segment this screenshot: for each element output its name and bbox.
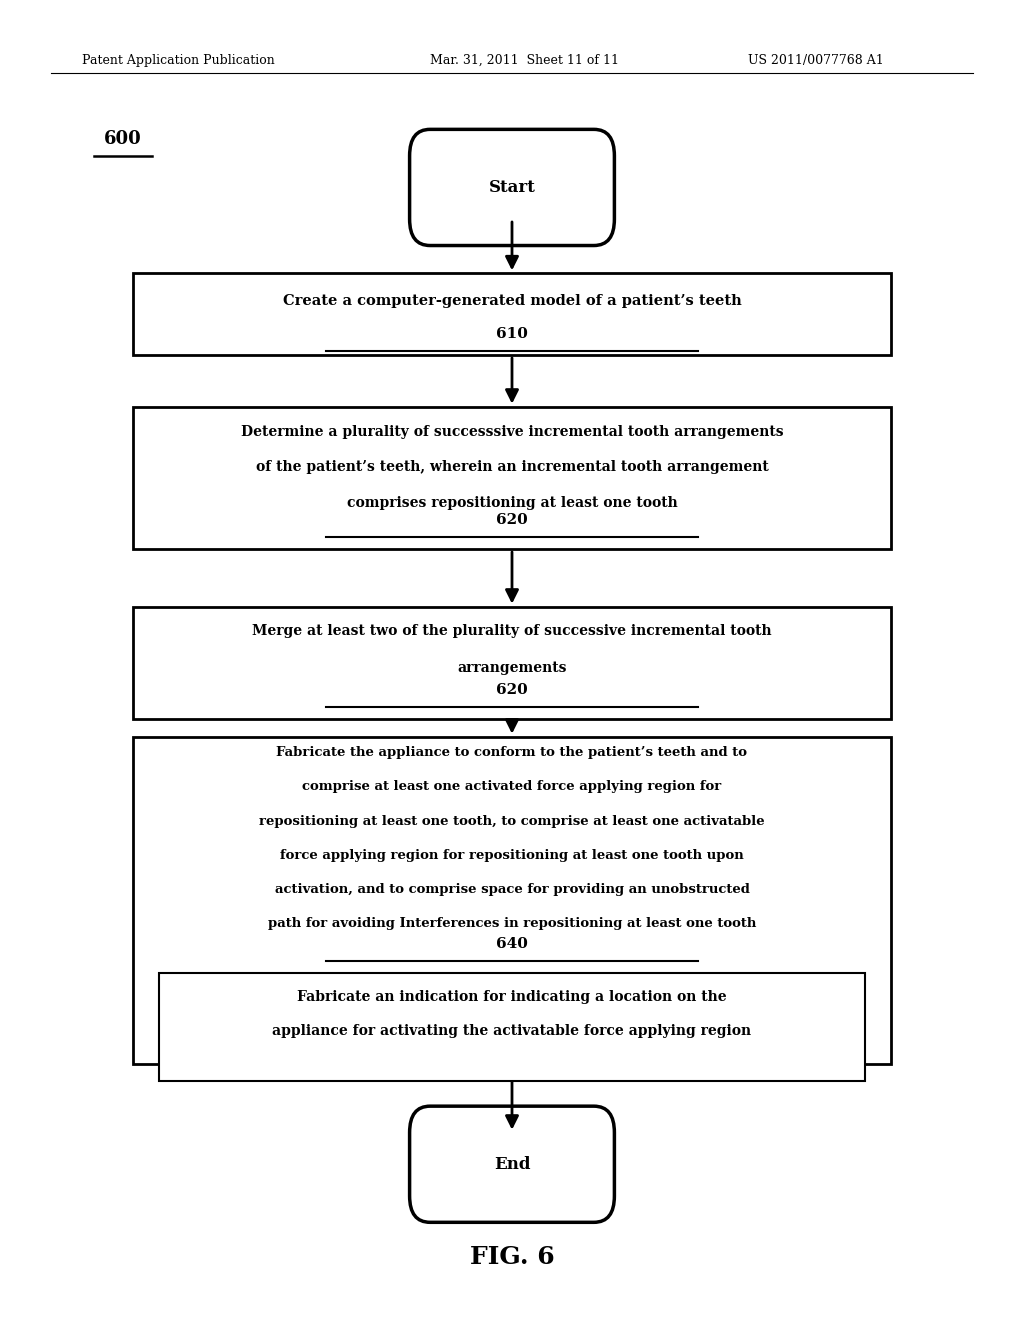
Text: US 2011/0077768 A1: US 2011/0077768 A1 [748,54,884,67]
Text: 620: 620 [496,682,528,697]
Text: Start: Start [488,180,536,195]
Text: force applying region for repositioning at least one tooth upon: force applying region for repositioning … [281,849,743,862]
Text: of the patient’s teeth, wherein an incremental tooth arrangement: of the patient’s teeth, wherein an incre… [256,461,768,474]
Text: Mar. 31, 2011  Sheet 11 of 11: Mar. 31, 2011 Sheet 11 of 11 [430,54,620,67]
Text: path for avoiding Interferences in repositioning at least one tooth: path for avoiding Interferences in repos… [268,917,756,931]
Text: FIG. 6: FIG. 6 [470,1245,554,1269]
Text: Determine a plurality of successsive incremental tooth arrangements: Determine a plurality of successsive inc… [241,425,783,438]
Text: activation, and to comprise space for providing an unobstructed: activation, and to comprise space for pr… [274,883,750,896]
Text: 620: 620 [496,513,528,527]
Text: arrangements: arrangements [458,661,566,675]
Text: Patent Application Publication: Patent Application Publication [82,54,274,67]
Text: repositioning at least one tooth, to comprise at least one activatable: repositioning at least one tooth, to com… [259,814,765,828]
Text: 600: 600 [104,129,141,148]
Text: comprises repositioning at least one tooth: comprises repositioning at least one too… [347,496,677,510]
Text: appliance for activating the activatable force applying region: appliance for activating the activatable… [272,1024,752,1038]
Text: 650: 650 [496,1051,528,1064]
Text: Create a computer-generated model of a patient’s teeth: Create a computer-generated model of a p… [283,294,741,308]
Text: 610: 610 [496,327,528,341]
Text: Fabricate the appliance to conform to the patient’s teeth and to: Fabricate the appliance to conform to th… [276,746,748,759]
Text: Merge at least two of the plurality of successive incremental tooth: Merge at least two of the plurality of s… [252,624,772,638]
Text: comprise at least one activated force applying region for: comprise at least one activated force ap… [302,780,722,793]
Text: 640: 640 [496,937,528,950]
Text: Fabricate an indication for indicating a location on the: Fabricate an indication for indicating a… [297,990,727,1003]
FancyBboxPatch shape [159,973,865,1081]
Text: End: End [494,1156,530,1172]
